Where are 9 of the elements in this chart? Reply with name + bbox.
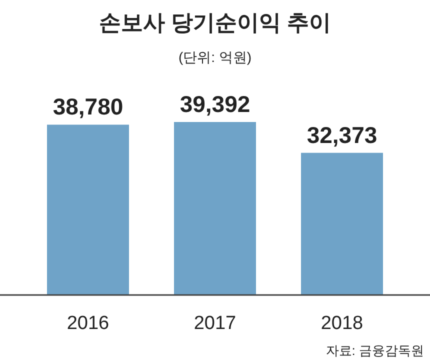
data-label: 39,392: [180, 91, 250, 117]
x-tick-label: 2018: [320, 313, 364, 334]
data-label: 38,780: [52, 94, 124, 120]
data-label: 32,373: [306, 122, 378, 148]
x-tick-label: 2016: [66, 313, 110, 334]
x-tick-label: 2017: [194, 313, 236, 334]
text: 자료: 금융감독원: [326, 343, 424, 358]
chart-title: 손보사 당기순이익 추이: [98, 10, 332, 35]
chart-subtitle: (단위: 억원): [178, 49, 252, 65]
